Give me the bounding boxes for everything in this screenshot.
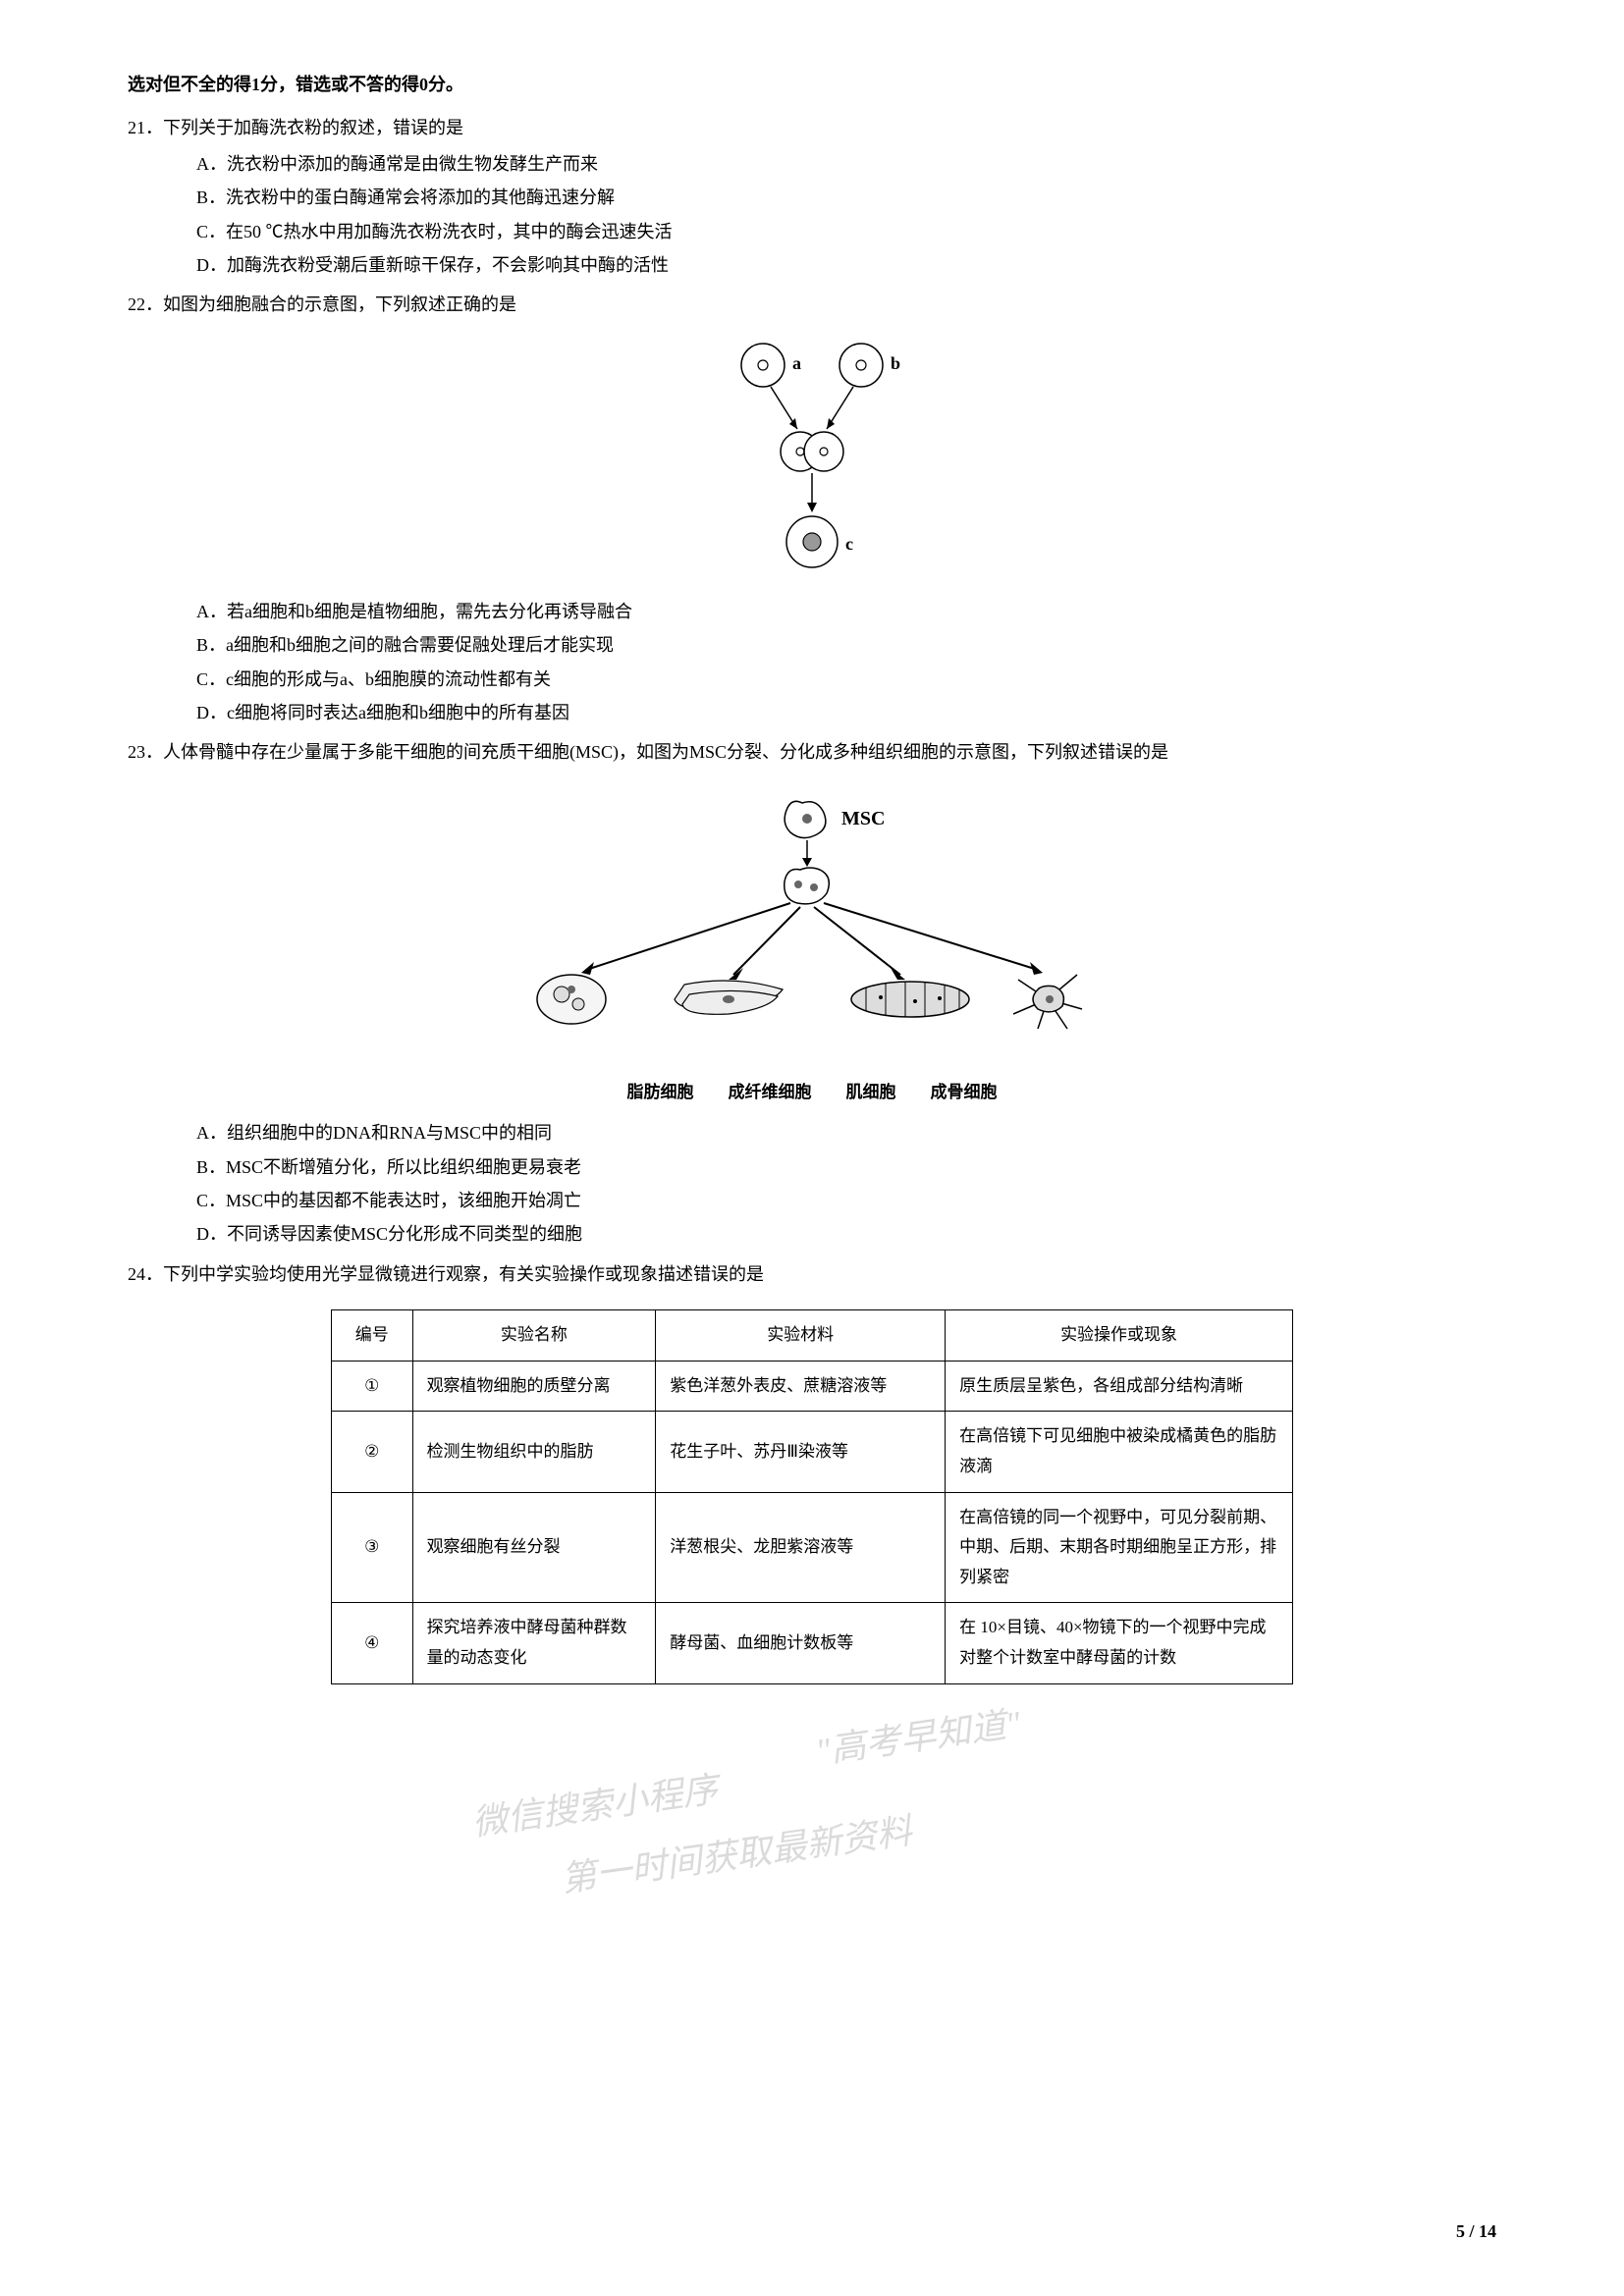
table-row: ③ 观察细胞有丝分裂 洋葱根尖、龙胆紫溶液等 在高倍镜的同一个视野中，可见分裂前… <box>332 1492 1293 1603</box>
cell-num: ② <box>332 1412 413 1492</box>
cell-material: 酵母菌、血细胞计数板等 <box>656 1603 946 1683</box>
q22-number: 22． <box>128 294 163 314</box>
cell-fusion-diagram: a b c <box>704 336 920 581</box>
question-23: 23．人体骨髓中存在少量属于多能干细胞的间充质干细胞(MSC)，如图为MSC分裂… <box>128 736 1496 1251</box>
question-21: 21．下列关于加酶洗衣粉的叙述，错误的是 A．洗衣粉中添加的酶通常是由微生物发酵… <box>128 112 1496 281</box>
scoring-instruction: 选对但不全的得1分，错选或不答的得0分。 <box>128 69 1496 100</box>
q21-option-A: A．洗衣粉中添加的酶通常是由微生物发酵生产而来 <box>128 148 1496 180</box>
cell-num: ④ <box>332 1603 413 1683</box>
cell-num: ③ <box>332 1492 413 1603</box>
q22-option-A: A．若a细胞和b细胞是植物细胞，需先去分化再诱导融合 <box>128 596 1496 627</box>
question-22: 22．如图为细胞融合的示意图，下列叙述正确的是 a b <box>128 289 1496 728</box>
q22-option-C: C．c细胞的形成与a、b细胞膜的流动性都有关 <box>128 664 1496 695</box>
table-row: ④ 探究培养液中酵母菌种群数量的动态变化 酵母菌、血细胞计数板等 在 10×目镜… <box>332 1603 1293 1683</box>
label-muscle: 肌细胞 <box>846 1078 896 1108</box>
cell-material: 花生子叶、苏丹Ⅲ染液等 <box>656 1412 946 1492</box>
q24-stem: 24．下列中学实验均使用光学显微镜进行观察，有关实验操作或现象描述错误的是 <box>128 1258 1496 1290</box>
label-fat: 脂肪细胞 <box>627 1078 694 1108</box>
cell-num: ① <box>332 1361 413 1412</box>
th-op: 实验操作或现象 <box>946 1310 1293 1362</box>
q22-stem: 22．如图为细胞融合的示意图，下列叙述正确的是 <box>128 289 1496 320</box>
q21-number: 21． <box>128 118 163 137</box>
cell-name: 观察细胞有丝分裂 <box>412 1492 656 1603</box>
q21-option-B: B．洗衣粉中的蛋白酶通常会将添加的其他酶迅速分解 <box>128 182 1496 213</box>
label-a: a <box>792 353 801 373</box>
th-num: 编号 <box>332 1310 413 1362</box>
cell-name: 检测生物组织中的脂肪 <box>412 1412 656 1492</box>
label-fibro: 成纤维细胞 <box>729 1078 812 1108</box>
watermark-1: "高考早知道" <box>812 1691 1025 1783</box>
cell-material: 紫色洋葱外表皮、蔗糖溶液等 <box>656 1361 946 1412</box>
cell-op: 在 10×目镜、40×物镜下的一个视野中完成对整个计数室中酵母菌的计数 <box>946 1603 1293 1683</box>
label-b: b <box>891 353 900 373</box>
question-24: 24．下列中学实验均使用光学显微镜进行观察，有关实验操作或现象描述错误的是 编号… <box>128 1258 1496 1684</box>
cell-material: 洋葱根尖、龙胆紫溶液等 <box>656 1492 946 1603</box>
cell-op: 原生质层呈紫色，各组成部分结构清晰 <box>946 1361 1293 1412</box>
q22-option-B: B．a细胞和b细胞之间的融合需要促融处理后才能实现 <box>128 629 1496 661</box>
table-row: ② 检测生物组织中的脂肪 花生子叶、苏丹Ⅲ染液等 在高倍镜下可见细胞中被染成橘黄… <box>332 1412 1293 1492</box>
watermark-2: 微信搜索小程序 <box>468 1757 723 1854</box>
q23-number: 23． <box>128 742 163 762</box>
q23-option-A: A．组织细胞中的DNA和RNA与MSC中的相同 <box>128 1117 1496 1148</box>
q23-option-C: C．MSC中的基因都不能表达时，该细胞开始凋亡 <box>128 1185 1496 1216</box>
q23-diagram: MSC <box>128 783 1496 1068</box>
cell-op: 在高倍镜的同一个视野中，可见分裂前期、中期、后期、末期各时期细胞呈正方形，排列紧… <box>946 1492 1293 1603</box>
msc-differentiation-diagram: MSC <box>478 783 1146 1068</box>
cell-op: 在高倍镜下可见细胞中被染成橘黄色的脂肪液滴 <box>946 1412 1293 1492</box>
q22-diagram: a b c <box>128 336 1496 581</box>
q22-option-D: D．c细胞将同时表达a细胞和b细胞中的所有基因 <box>128 697 1496 728</box>
q23-text: 人体骨髓中存在少量属于多能干细胞的间充质干细胞(MSC)，如图为MSC分裂、分化… <box>163 742 1168 762</box>
th-name: 实验名称 <box>412 1310 656 1362</box>
table-header-row: 编号 实验名称 实验材料 实验操作或现象 <box>332 1310 1293 1362</box>
cell-name: 探究培养液中酵母菌种群数量的动态变化 <box>412 1603 656 1683</box>
q24-text: 下列中学实验均使用光学显微镜进行观察，有关实验操作或现象描述错误的是 <box>163 1264 764 1284</box>
q23-stem: 23．人体骨髓中存在少量属于多能干细胞的间充质干细胞(MSC)，如图为MSC分裂… <box>128 736 1496 768</box>
q21-stem: 21．下列关于加酶洗衣粉的叙述，错误的是 <box>128 112 1496 143</box>
q24-number: 24． <box>128 1264 163 1284</box>
table-row: ① 观察植物细胞的质壁分离 紫色洋葱外表皮、蔗糖溶液等 原生质层呈紫色，各组成部… <box>332 1361 1293 1412</box>
page-number: 5 / 14 <box>1456 2216 1496 2247</box>
th-material: 实验材料 <box>656 1310 946 1362</box>
label-c: c <box>845 534 853 554</box>
q22-text: 如图为细胞融合的示意图，下列叙述正确的是 <box>163 294 516 314</box>
q24-table: 编号 实验名称 实验材料 实验操作或现象 ① 观察植物细胞的质壁分离 紫色洋葱外… <box>331 1309 1293 1683</box>
q23-cell-labels: 脂肪细胞 成纤维细胞 肌细胞 成骨细胞 <box>128 1078 1496 1108</box>
q21-option-C: C．在50 ℃热水中用加酶洗衣粉洗衣时，其中的酶会迅速失活 <box>128 216 1496 247</box>
q21-text: 下列关于加酶洗衣粉的叙述，错误的是 <box>163 118 463 137</box>
label-msc: MSC <box>841 808 885 829</box>
q23-option-B: B．MSC不断增殖分化，所以比组织细胞更易衰老 <box>128 1151 1496 1183</box>
q23-option-D: D．不同诱导因素使MSC分化形成不同类型的细胞 <box>128 1218 1496 1250</box>
watermark-3: 第一时间获取最新资料 <box>557 1799 916 1911</box>
label-bone: 成骨细胞 <box>931 1078 998 1108</box>
q21-option-D: D．加酶洗衣粉受潮后重新晾干保存，不会影响其中酶的活性 <box>128 249 1496 281</box>
cell-name: 观察植物细胞的质壁分离 <box>412 1361 656 1412</box>
